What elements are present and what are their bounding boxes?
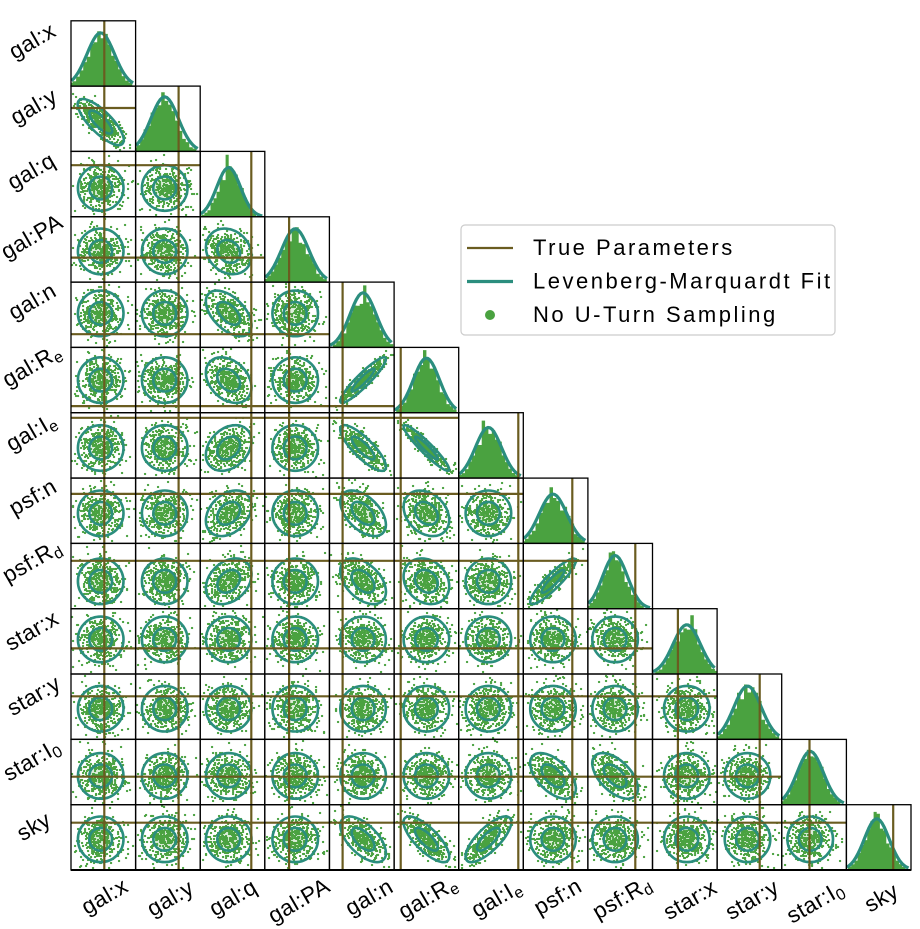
svg-text:Levenberg-Marquardt Fit: Levenberg-Marquardt Fit	[533, 269, 833, 294]
svg-text:No U-Turn Sampling: No U-Turn Sampling	[533, 302, 778, 327]
svg-text:True Parameters: True Parameters	[533, 235, 735, 260]
